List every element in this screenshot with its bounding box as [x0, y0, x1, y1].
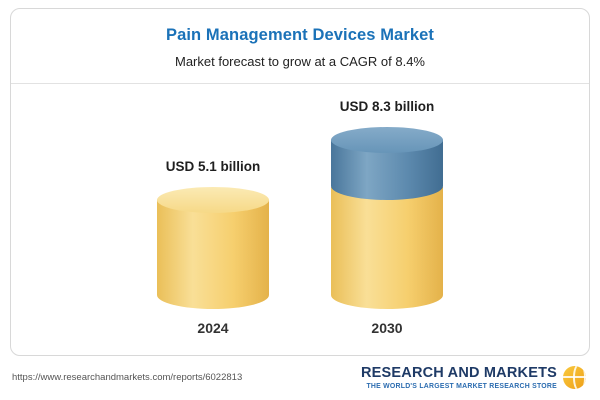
segment-base-2030 [331, 187, 443, 309]
logo-text: RESEARCH AND MARKETS THE WORLD'S LARGEST… [361, 365, 557, 390]
globe-icon [563, 366, 586, 389]
cylinder-top-2030 [331, 127, 443, 153]
report-url-link[interactable]: https://www.researchandmarkets.com/repor… [12, 372, 243, 383]
footer: https://www.researchandmarkets.com/repor… [0, 356, 600, 390]
chart-card: Pain Management Devices Market Market fo… [10, 8, 590, 356]
bar-group-2030: USD 8.3 billion 2030 [331, 99, 443, 336]
research-and-markets-logo[interactable]: RESEARCH AND MARKETS THE WORLD'S LARGEST… [361, 365, 586, 390]
logo-tagline: THE WORLD'S LARGEST MARKET RESEARCH STOR… [366, 383, 557, 390]
bar-value-2024: USD 5.1 billion [165, 159, 261, 174]
cylinder-2024 [157, 187, 269, 309]
bar-value-2030: USD 8.3 billion [339, 99, 435, 114]
segment-base-2024 [157, 200, 269, 309]
logo-name: RESEARCH AND MARKETS [361, 365, 557, 381]
chart-subtitle: Market forecast to grow at a CAGR of 8.4… [175, 54, 425, 69]
chart-title: Pain Management Devices Market [165, 26, 435, 44]
bar-label-2024: 2024 [197, 320, 229, 336]
bar-chart: USD 5.1 billion 2024 USD 8.3 billion 203… [11, 88, 589, 336]
cylinder-2030 [331, 127, 443, 309]
bar-label-2030: 2030 [371, 320, 403, 336]
cylinder-top-2024 [157, 187, 269, 213]
bar-group-2024: USD 5.1 billion 2024 [157, 159, 269, 336]
globe-parallel [563, 375, 586, 378]
header-divider [11, 83, 589, 84]
chart-header: Pain Management Devices Market Market fo… [11, 9, 589, 69]
